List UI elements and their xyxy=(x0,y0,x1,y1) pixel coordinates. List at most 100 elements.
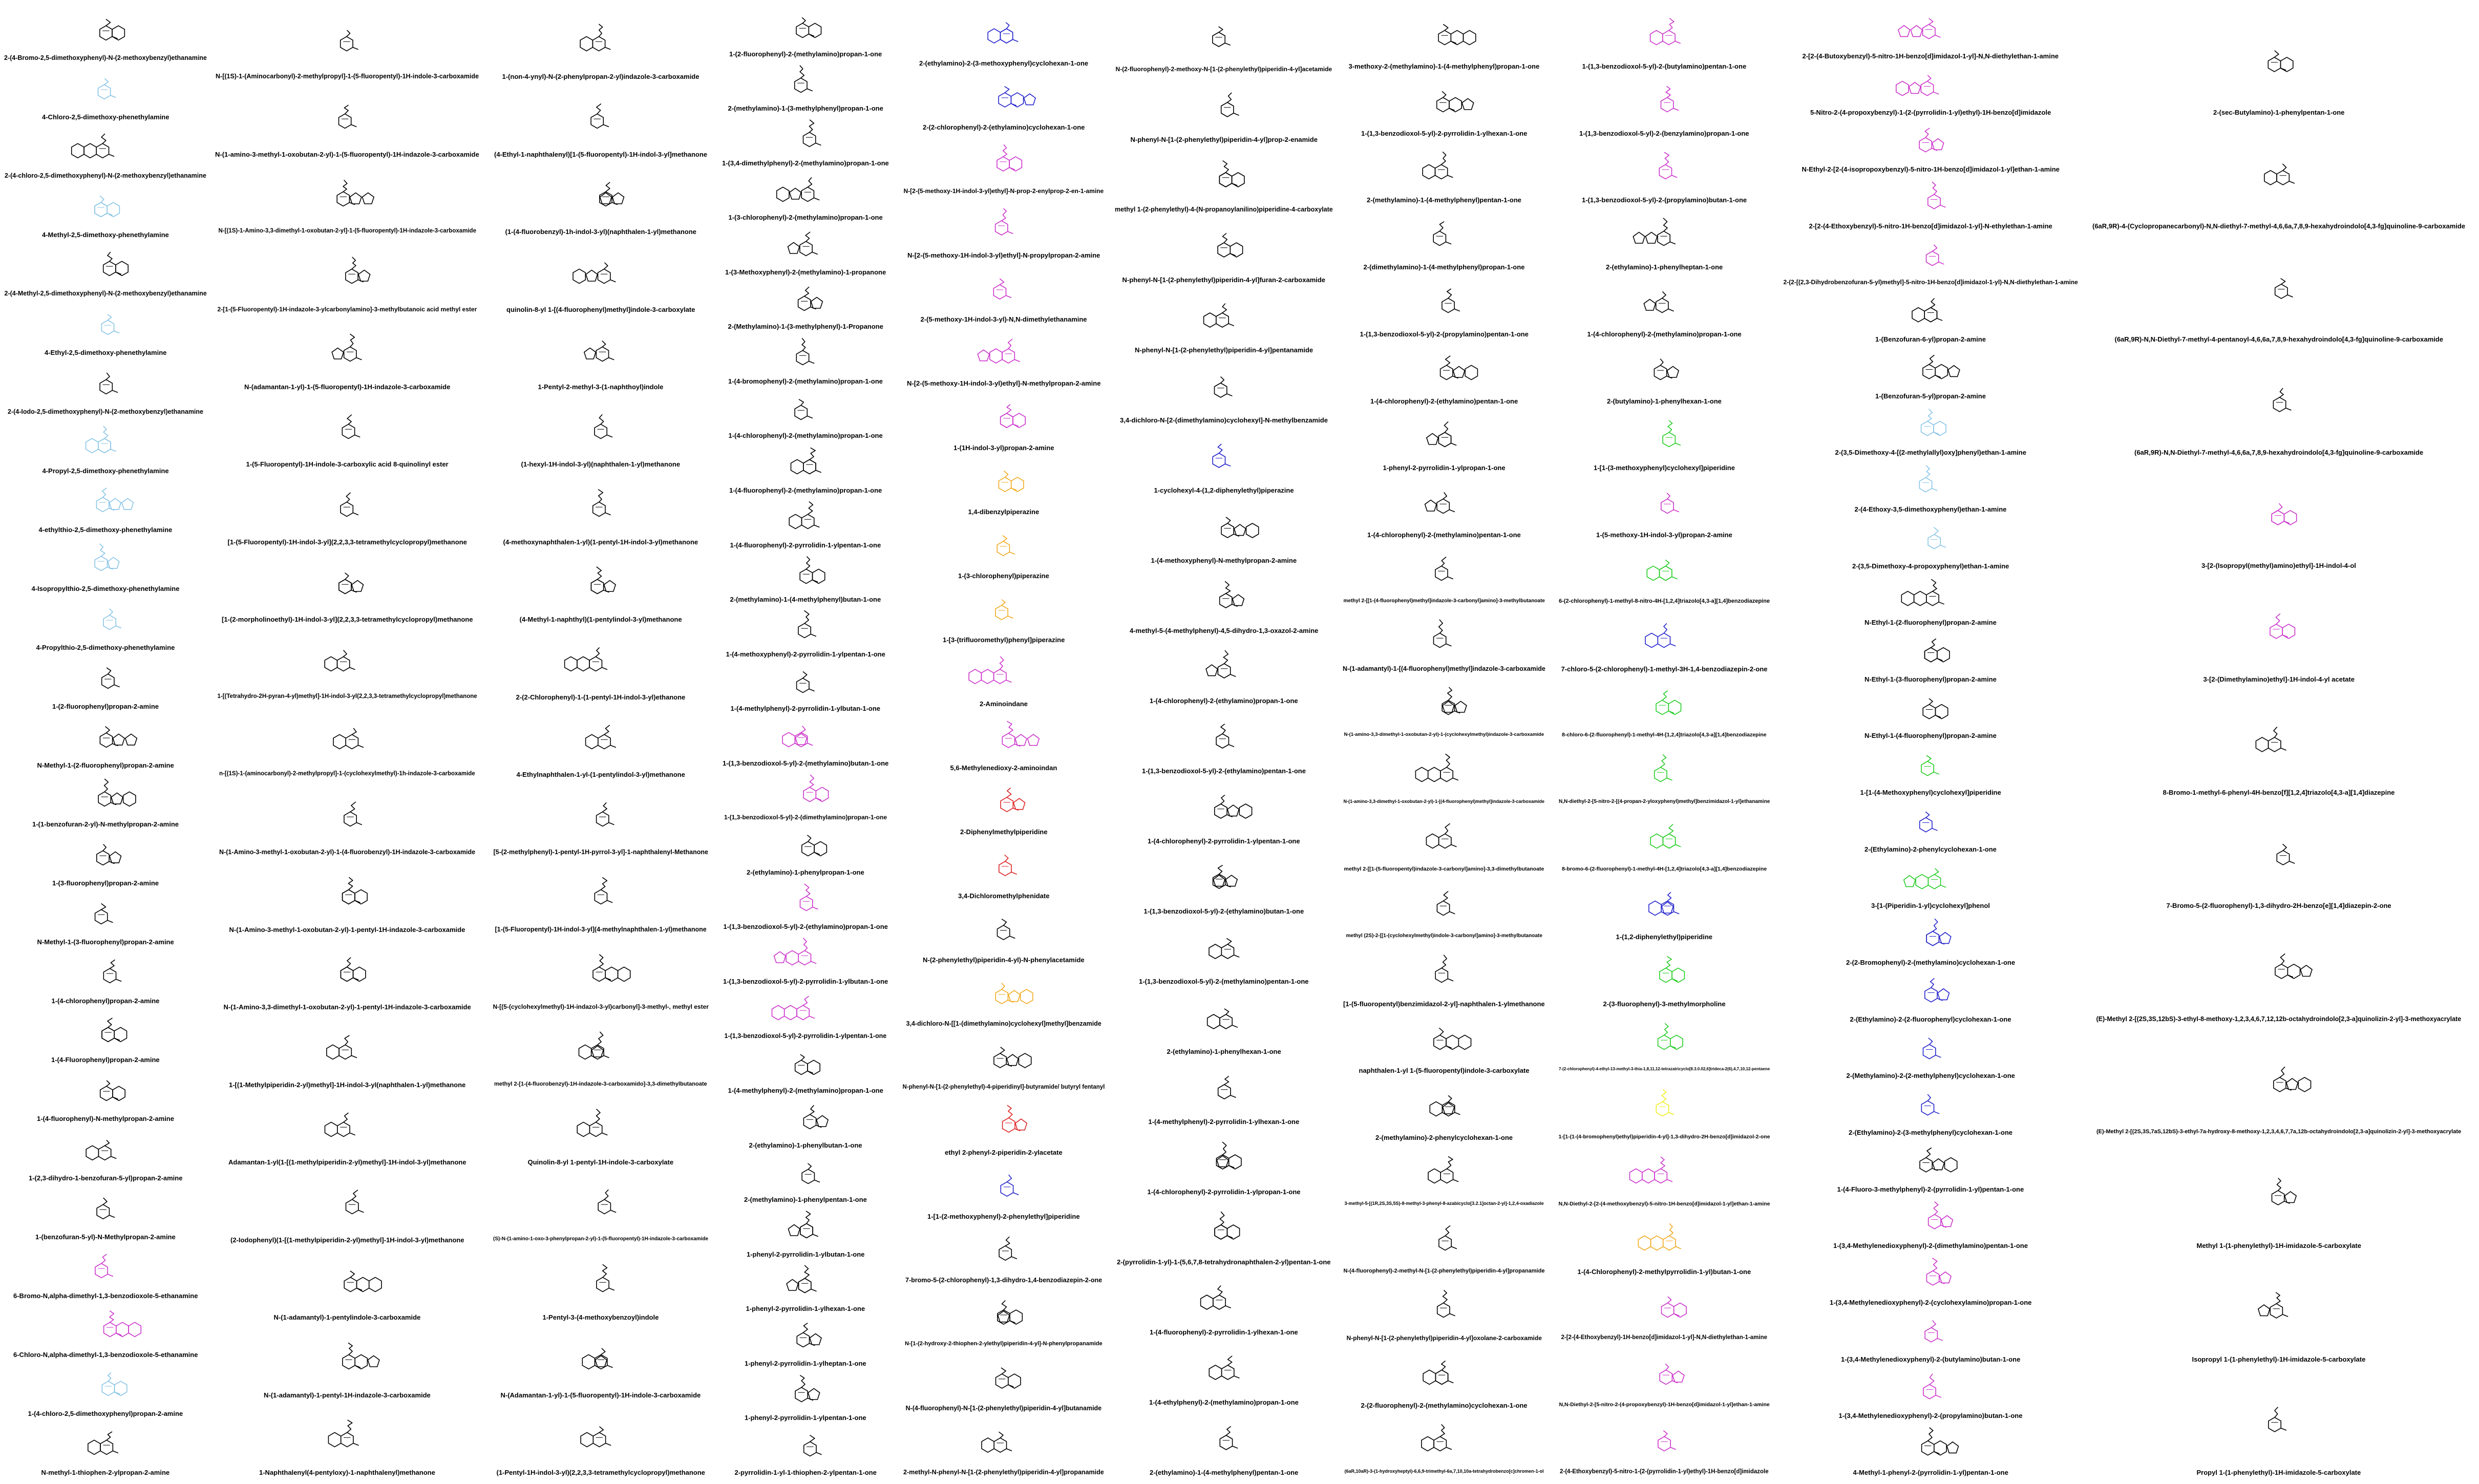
compound-entry: N-phenyl-N-[1-(2-phenylethyl)-4-piperidi… xyxy=(901,1029,1106,1093)
compound-entry: N-(1-Amino-3-methyl-1-oxobutan-2-yl)-1-(… xyxy=(214,779,480,857)
compound-entry: 1-(2-fluorophenyl)propan-2-amine xyxy=(3,652,208,711)
compound-name: N,N-diethyl-2-[5-nitro-2-[(4-propan-2-yl… xyxy=(1559,799,1770,805)
compound-structure xyxy=(1219,581,1245,608)
compound-structure xyxy=(1919,465,1938,493)
structure-drawing xyxy=(1646,560,1678,581)
compound-entry: 1-(4-fluorophenyl)-N-methylpropan-2-amin… xyxy=(3,1065,208,1123)
compound-structure xyxy=(340,492,359,517)
compound-structure xyxy=(1423,1360,1454,1385)
compound-entry: 1-phenyl-2-pyrrolidin-1-ylhexan-1-one xyxy=(721,1259,890,1314)
structure-drawing xyxy=(1660,86,1679,112)
structure-drawing xyxy=(99,372,118,394)
compound-entry: 1-(1,3-benzodioxol-5-yl)-2-pyrrolidin-1-… xyxy=(1342,71,1546,138)
compound-name: 4-ethylthio-2,5-dimethoxy-phenethylamine xyxy=(38,525,173,534)
compound-entry: 4-Propylthio-2,5-dimethoxy-phenethylamin… xyxy=(3,593,208,652)
structure-drawing xyxy=(1656,690,1682,715)
compound-structure xyxy=(1923,1373,1941,1400)
structure-drawing xyxy=(1422,151,1453,179)
compound-structure xyxy=(1921,755,1940,776)
structure-drawing xyxy=(1203,303,1234,328)
compound-entry: (1-Pentyl-1H-indol-3-yl)(2,2,3,3-tetrame… xyxy=(491,1400,711,1477)
compound-entry: 1-(4-methylphenyl)-2-pyrrolidin-1-ylhexa… xyxy=(1111,1056,1337,1127)
compound-entry: N-phenyl-N-[1-(2-phenylethyl)piperidin-4… xyxy=(1342,1277,1546,1344)
compound-name: 2-pyrrolidin-1-yl-1-thiophen-2-ylpentan-… xyxy=(734,1468,877,1476)
compound-entry: 8-bromo-6-(2-fluorophenyl)-1-methyl-4H-[… xyxy=(1557,808,1772,875)
compound-entry: 3-[1-(Piperidin-1-yl)cyclohexyl]phenol xyxy=(1782,854,2079,911)
compound-structure xyxy=(796,17,822,38)
structure-drawing xyxy=(1436,1289,1455,1318)
structure-drawing xyxy=(1661,1296,1687,1318)
compound-entry: N-(1-adamantyl)-1-pentyl-1H-indazole-3-c… xyxy=(214,1322,480,1400)
compound-structure xyxy=(342,414,361,439)
structure-drawing xyxy=(2268,50,2294,72)
compound-entry: 2-(ethylamino)-1-(4-methylphenyl)pentan-… xyxy=(1111,1407,1337,1477)
compound-structure xyxy=(803,1105,829,1130)
compound-name: 2-(3,5-Dimethoxy-4-propoxyphenyl)ethan-1… xyxy=(1852,562,2009,570)
compound-name: (E)-Methyl 2-[(2S,3S,7aS,12bS)-3-ethyl-7… xyxy=(2096,1129,2462,1135)
structure-drawing xyxy=(1924,978,1950,1003)
structure-drawing xyxy=(1000,788,1026,812)
compound-entry: N-[(5-(cyclohexylmethyl)-1H-indazol-3-yl… xyxy=(491,935,711,1012)
compound-entry: Propyl 1-(1-phenylethyl)-1H-imidazole-5-… xyxy=(2089,1364,2468,1477)
compound-structure xyxy=(326,1034,357,1059)
structure-drawing xyxy=(1214,376,1233,398)
compound-structure xyxy=(1926,1258,1952,1286)
compound-name: 1-(non-4-ynyl)-N-(2-phenylpropan-2-yl)in… xyxy=(502,73,700,81)
compound-structure xyxy=(1433,619,1452,648)
structure-drawing xyxy=(340,30,358,52)
compound-structure xyxy=(324,650,355,672)
compound-entry: 1-(Benzofuran-5-yl)propan-2-amine xyxy=(1782,344,2079,401)
compound-structure xyxy=(796,338,815,366)
compound-structure xyxy=(1442,288,1460,313)
compound-name: 1-(1,2-diphenylethyl)piperidine xyxy=(1616,932,1713,941)
compound-entry: 1-(4-methylphenyl)-2-pyrrolidin-1-ylbuta… xyxy=(721,659,890,714)
structure-drawing xyxy=(328,1419,359,1447)
compound-structure xyxy=(999,1236,1018,1261)
compound-entry: 1-(5-methoxy-1H-indol-3-yl)propan-2-amin… xyxy=(1557,473,1772,540)
compound-entry: 2-(dimethylamino)-1-(4-methylphenyl)prop… xyxy=(1342,205,1546,272)
compound-name: 1-(1,3-benzodioxol-5-yl)-2-(methylamino)… xyxy=(1139,978,1309,985)
compound-structure xyxy=(1657,1023,1683,1050)
structure-drawing xyxy=(993,278,1012,300)
compound-name: 2-(ethylamino)-1-phenylbutan-1-one xyxy=(749,1141,862,1149)
compound-name: 1-(5-Fluoropentyl)-1H-indole-3-carboxyli… xyxy=(246,460,449,469)
structure-drawing xyxy=(1921,755,1940,776)
structure-drawing xyxy=(101,1017,128,1043)
compound-entry: 2-(ethylamino)-2-(3-methoxyphenyl)cycloh… xyxy=(901,4,1106,68)
compound-structure xyxy=(2275,953,2313,979)
compound-name: N-(1-adamantyl)-1-pentylindole-3-carboxa… xyxy=(273,1313,421,1322)
compound-structure xyxy=(1435,557,1453,581)
compound-entry: 2-Aminoindane xyxy=(901,645,1106,709)
compound-entry: 1-cyclohexyl-4-(1,2-diphenylethyl)pipera… xyxy=(1111,425,1337,495)
structure-drawing xyxy=(2273,1066,2312,1092)
compound-entry: 2-(3,5-Dimethoxy-4-propoxyphenyl)ethan-1… xyxy=(1782,514,2079,571)
compound-structure xyxy=(1442,687,1467,715)
compound-entry: 1-(4-methoxyphenyl)-2-pyrrolidin-1-ylpen… xyxy=(721,604,890,659)
compound-name: 2-(ethylamino)-1-phenylheptan-1-one xyxy=(1606,263,1723,271)
compound-structure xyxy=(995,599,1013,620)
compound-entry: Isopropyl 1-(1-phenylethyl)-1H-imidazole… xyxy=(2089,1250,2468,1364)
compound-name: 2-(2-[(2,3-Dihydrobenzofuran-5-yl)methyl… xyxy=(1783,279,2078,286)
compound-structure xyxy=(1212,443,1231,468)
compound-entry: 1-[(Tetrahydro-2H-pyran-4-yl)methyl]-1H-… xyxy=(214,624,480,702)
compound-structure xyxy=(977,338,1021,364)
structure-column: N-(2-fluorophenyl)-2-methoxy-N-[1-(2-phe… xyxy=(1111,0,1337,1484)
structure-drawing xyxy=(94,196,120,218)
compound-name: 1-(4-fluorophenyl)-N-methylpropan-2-amin… xyxy=(37,1115,174,1123)
compound-name: 2-(ethylamino)-1-phenylpropan-1-one xyxy=(747,868,864,876)
compound-entry: 8-Bromo-1-methyl-6-phenyl-4H-benzo[f][1,… xyxy=(2089,684,2468,797)
compound-name: 1-(1,3-benzodioxol-5-yl)-2-(dimethylamin… xyxy=(724,814,887,821)
structure-drawing xyxy=(103,608,122,630)
compound-name: 4-Propylthio-2,5-dimethoxy-phenethylamin… xyxy=(36,643,175,651)
compound-name: 7-chloro-5-(2-chlorophenyl)-1-methyl-3H-… xyxy=(1561,665,1768,673)
compound-structure xyxy=(1659,152,1678,179)
structure-drawing xyxy=(1421,1424,1452,1452)
compound-structure xyxy=(1426,823,1457,849)
compound-structure xyxy=(1927,527,1946,549)
compound-entry: 2-(Methylamino)-1-(3-methylphenyl)-1-Pro… xyxy=(721,277,890,332)
compound-structure xyxy=(1433,221,1452,246)
compound-name: (1-hexyl-1H-indol-3-yl)(naphthalen-1-yl)… xyxy=(521,460,681,469)
compound-entry: N-[1-(2-hydroxy-2-thiophen-2-ylethyl)pip… xyxy=(901,1285,1106,1349)
compound-structure xyxy=(2264,163,2295,185)
